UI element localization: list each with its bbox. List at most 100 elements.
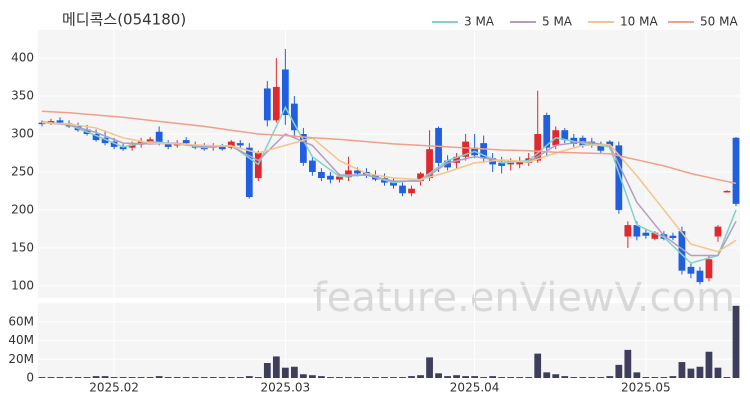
volume-bar [318,376,325,378]
volume-bar [372,377,379,378]
candle-body [714,226,722,237]
volume-bar [345,377,352,378]
y-tick-label: 200 [11,202,34,216]
volume-bar [263,363,271,378]
volume-bar [146,377,154,378]
candle-body [678,231,686,271]
y-tick-label: 150 [11,240,34,254]
chart-title: 메디콕스(054180) [62,11,186,29]
y-tick-label: 250 [11,164,34,178]
candle-body [669,235,677,239]
y-tick-label: 300 [11,127,34,141]
y-tick-label: 400 [11,51,34,65]
y-tick-label: 100 [11,278,34,292]
ma-line [41,121,737,253]
volume-bar [137,377,145,378]
volume-bar [182,377,190,378]
legend-label: 3 MA [464,15,495,29]
y-tick-label: 350 [11,89,34,103]
candle-body [182,140,190,144]
volume-bar [561,376,569,378]
volume-bar [200,377,208,378]
x-tick-label: 2025.03 [261,381,311,395]
candle-body [101,137,109,144]
volume-tick-label: 0 [26,371,34,385]
volume-bar [633,372,641,378]
volume-bar [534,353,542,378]
volume-bar [714,367,722,378]
volume-bar [281,367,289,378]
ma-line [41,105,737,264]
volume-bar [579,377,587,378]
volume-bar [299,374,307,378]
volume-bar [272,356,280,378]
volume-bar [543,372,551,378]
candle-body [651,232,659,239]
candle-body [254,152,262,179]
volume-bar [525,377,533,378]
candle-body [507,162,515,165]
candle-body [408,188,415,194]
volume-bar [399,377,406,378]
volume-bar [381,377,388,378]
volume-bar [507,377,515,378]
candle-body [480,143,488,159]
volume-bar [254,377,262,378]
volume-bar [624,349,632,378]
candle-body [615,145,623,210]
candle-body [390,181,397,186]
volume-bar [74,377,82,378]
legend-label: 10 MA [620,15,658,29]
candle-body [633,225,641,237]
volume-bar [38,377,46,378]
volume-bar [444,376,451,378]
volume-bar [417,375,424,378]
volume-tick-label: 20M [8,352,34,366]
volume-bar [480,377,488,378]
candle-body [534,134,542,161]
volume-bar [651,377,659,378]
candle-body [426,149,433,179]
volume-bar [390,377,397,378]
candle-body [146,139,154,142]
volume-bar [552,374,560,378]
candle-body [290,103,298,131]
volume-tick-label: 60M [8,314,34,328]
volume-bar [471,376,479,378]
candle-body [299,134,307,163]
price-panel [38,30,740,298]
volume-bar [606,376,614,378]
volume-bar [327,377,334,378]
volume-bar [56,377,64,378]
candle-body [399,185,406,194]
x-tick-label: 2025.05 [621,381,671,395]
candle-body [354,170,361,174]
volume-bar [588,377,596,378]
candle-body [47,121,55,123]
candle-body [227,141,235,148]
candle-body [173,143,181,146]
candle-body [128,144,136,148]
candle-body [543,115,551,148]
candle-body [155,131,163,144]
volume-bar [309,375,316,378]
volume-bar [678,362,686,378]
volume-bar [516,377,524,378]
x-tick-label: 2025.02 [89,381,139,395]
candle-body [263,88,271,121]
candle-body [606,141,614,147]
volume-bar [65,377,73,378]
volume-bar [92,376,100,378]
candle-body [516,160,524,165]
candle-body [345,170,352,178]
candle-body [218,146,226,150]
volume-bar [363,377,370,378]
volume-bar [209,377,217,378]
volume-bar [687,368,695,378]
volume-bar [164,377,172,378]
candle-body [642,232,650,236]
volume-bar [290,366,298,378]
candle-body [687,266,695,274]
candle-body [453,156,460,163]
